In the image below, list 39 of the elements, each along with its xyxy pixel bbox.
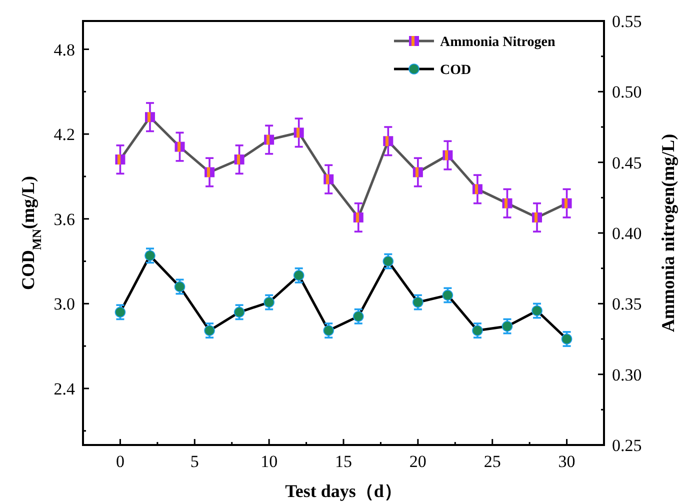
point — [412, 167, 423, 178]
y2-tick-label: 0.55 — [612, 12, 642, 31]
x-tick-label: 25 — [484, 452, 501, 471]
point — [144, 112, 155, 122]
x-tick-label: 0 — [116, 452, 124, 471]
y2-tick-label: 0.25 — [612, 436, 642, 455]
point — [383, 136, 394, 146]
point — [204, 167, 215, 178]
y-tick-label: 4.2 — [54, 125, 75, 144]
point — [174, 142, 185, 152]
x-tick-label: 20 — [409, 452, 426, 471]
point — [234, 154, 244, 165]
point — [532, 212, 542, 222]
point — [502, 198, 512, 208]
y2-tick-label: 0.50 — [612, 82, 642, 102]
x-tick-label: 15 — [335, 452, 352, 471]
point — [115, 154, 126, 165]
y-tick-label: 2.4 — [54, 379, 76, 398]
x-tick-label: 5 — [190, 452, 199, 471]
point — [294, 128, 304, 138]
legend-label: COD — [440, 63, 472, 78]
x-axis-title: Test days（d） — [285, 481, 402, 501]
legend-label: Ammonia Nitrogen — [440, 35, 556, 50]
point — [562, 198, 572, 208]
y2-tick-label: 0.30 — [612, 365, 642, 384]
y2-tick-label: 0.40 — [612, 224, 642, 243]
y-tick-label: 4.8 — [54, 40, 75, 60]
point — [472, 184, 482, 194]
point — [442, 150, 453, 160]
point — [324, 174, 334, 184]
x-tick-label: 30 — [558, 452, 576, 471]
y-tick-label: 3.6 — [54, 210, 75, 229]
y2-tick-label: 0.45 — [612, 153, 642, 172]
point — [264, 134, 274, 145]
y2-tick-label: 0.35 — [612, 294, 642, 314]
y2-axis-title: Ammonia nitrogen(mg/L) — [658, 134, 678, 332]
x-tick-label: 10 — [260, 452, 278, 471]
point — [353, 212, 364, 222]
y-tick-label: 3.0 — [54, 294, 75, 314]
